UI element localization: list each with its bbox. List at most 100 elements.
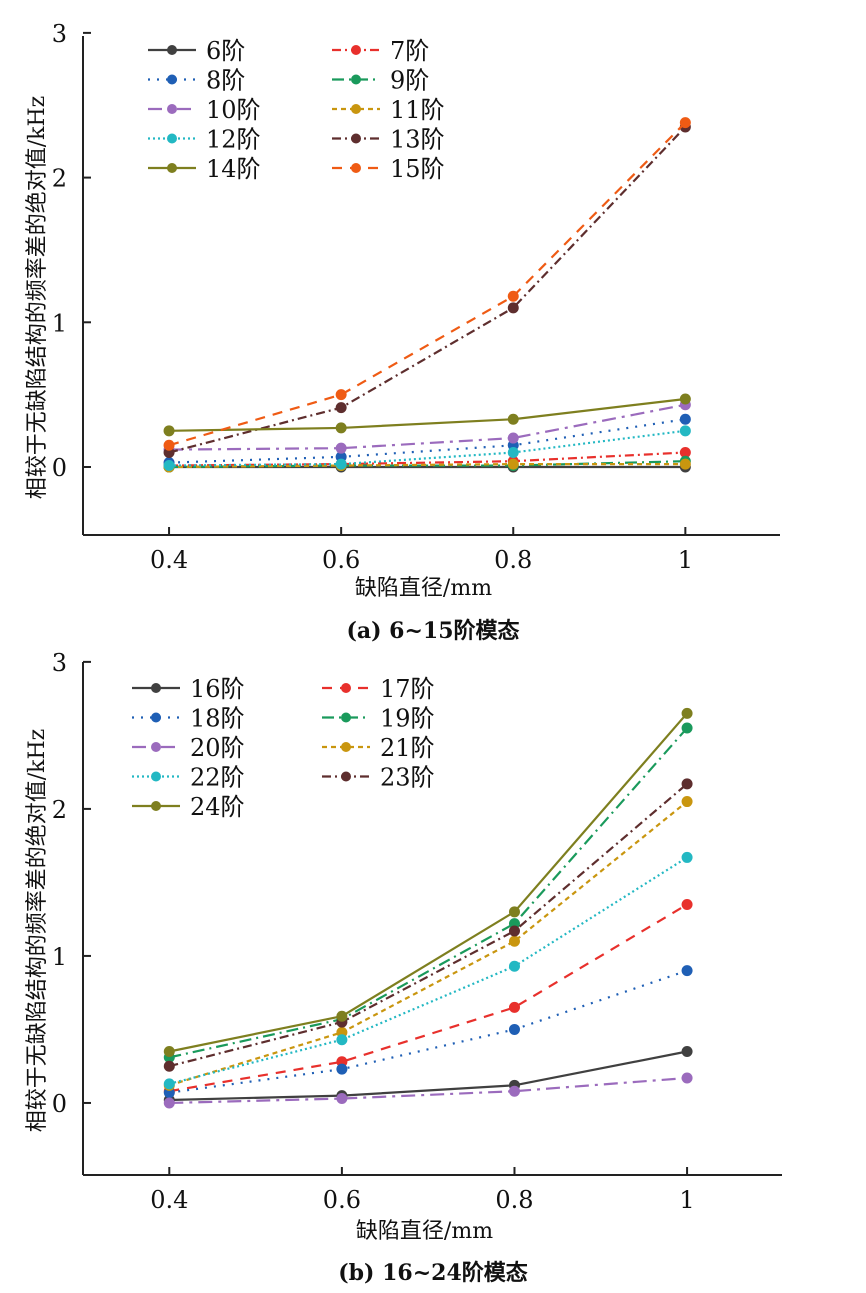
series-line <box>169 1050 688 1102</box>
x-axis-title: 缺陷直径/mm <box>355 576 492 601</box>
legend-item: 17阶 <box>322 675 435 703</box>
y-tick-label: 2 <box>52 165 67 193</box>
series-line <box>169 460 686 469</box>
legend-item: 16阶 <box>132 675 245 703</box>
data-point <box>163 439 175 451</box>
legend-item: 13阶 <box>332 126 445 154</box>
series-18阶 <box>163 965 693 1099</box>
legend-marker <box>351 45 361 55</box>
legend-label: 7阶 <box>390 37 429 65</box>
legend-item: 7阶 <box>332 37 429 65</box>
data-point <box>507 458 519 470</box>
legend-label: 8阶 <box>206 67 245 95</box>
data-point <box>681 722 693 734</box>
legend-label: 17阶 <box>380 675 435 703</box>
legend-marker <box>341 771 351 782</box>
data-point <box>163 1078 175 1090</box>
legend: 16阶 17阶 18阶 19阶 20阶 21阶 22阶 23阶 24阶 <box>132 675 435 821</box>
series-20阶 <box>163 1072 693 1109</box>
legend-label: 10阶 <box>206 96 261 124</box>
data-point <box>679 117 691 129</box>
data-point <box>507 413 519 425</box>
legend-label: 14阶 <box>206 155 261 183</box>
series-15阶 <box>163 117 691 451</box>
x-tick-label: 1 <box>679 1186 694 1214</box>
legend-label: 20阶 <box>190 734 245 762</box>
legend-item: 9阶 <box>332 67 429 95</box>
legend-label: 19阶 <box>380 705 435 733</box>
data-point <box>507 290 519 302</box>
y-tick-label: 1 <box>52 943 67 971</box>
y-tick-label: 0 <box>52 454 67 482</box>
x-tick-label: 0.8 <box>495 1186 533 1214</box>
legend-item: 8阶 <box>148 67 245 95</box>
data-point <box>508 935 520 947</box>
chart-caption: (b) 16~24阶模态 <box>338 1260 528 1286</box>
y-tick-label: 0 <box>52 1090 67 1118</box>
data-point <box>679 447 691 459</box>
chart-panel-a: 0 1 2 3 0.4 0.6 0.8 1 缺陷直径/mm 相较于无缺陷结构的频率差的绝对值/kH… <box>25 20 780 644</box>
legend-item: 12阶 <box>148 126 261 154</box>
legend: 6阶 7阶 8阶 9阶 10阶 11阶 12阶 13阶 14阶 15阶 <box>148 37 445 183</box>
legend-label: 11阶 <box>390 96 445 124</box>
series-line <box>169 903 688 1093</box>
series-16阶 <box>163 1045 693 1106</box>
legend-label: 24阶 <box>190 793 245 821</box>
data-point <box>507 447 519 459</box>
legend-item: 20阶 <box>132 734 245 762</box>
data-point <box>508 925 520 937</box>
data-point <box>336 1063 348 1075</box>
data-point <box>335 402 347 414</box>
x-tick-label: 0.6 <box>322 546 360 574</box>
x-tick-label: 0.8 <box>494 546 532 574</box>
legend-marker <box>167 104 177 114</box>
legend-label: 15阶 <box>390 155 445 183</box>
data-point <box>335 389 347 401</box>
legend-item: 22阶 <box>132 764 245 792</box>
y-axis-title: 相较于无缺陷结构的频率差的绝对值/kHz <box>25 729 50 1133</box>
legend-label: 13阶 <box>390 126 445 154</box>
series-line <box>169 969 688 1094</box>
legend-item: 15阶 <box>332 155 445 183</box>
legend-marker <box>341 712 351 723</box>
data-point <box>336 1093 348 1105</box>
y-tick-label: 2 <box>52 796 67 824</box>
legend-marker <box>351 104 361 114</box>
data-point <box>508 960 520 972</box>
data-point <box>681 851 693 863</box>
legend-item: 18阶 <box>132 705 245 733</box>
data-point <box>681 778 693 790</box>
legend-marker <box>151 712 161 723</box>
legend-label: 12阶 <box>206 126 261 154</box>
x-axis-title: 缺陷直径/mm <box>356 1219 493 1244</box>
chart-caption: (a) 6~15阶模态 <box>346 618 519 644</box>
data-point <box>507 302 519 314</box>
legend-label: 22阶 <box>190 764 245 792</box>
series-line <box>168 800 688 1087</box>
data-point <box>163 1060 175 1072</box>
data-point <box>681 965 693 977</box>
y-tick-label: 3 <box>52 20 67 48</box>
legend-marker <box>167 45 177 55</box>
data-point <box>508 1023 520 1035</box>
data-point <box>336 1010 348 1022</box>
data-point <box>508 1001 520 1013</box>
data-point <box>679 413 691 425</box>
data-point <box>163 1045 175 1057</box>
series-line <box>169 727 688 1059</box>
legend-label: 6阶 <box>206 37 245 65</box>
data-point <box>679 393 691 405</box>
series-line <box>168 121 687 447</box>
series-12阶 <box>163 425 691 472</box>
legend-item: 19阶 <box>322 705 435 733</box>
data-point <box>507 432 519 444</box>
data-point <box>336 1034 348 1046</box>
legend-item: 14阶 <box>148 155 261 183</box>
series-line <box>169 403 686 451</box>
data-point <box>681 1045 693 1057</box>
legend-marker <box>341 742 351 752</box>
legend-item: 24阶 <box>132 793 245 821</box>
legend-label: 21阶 <box>380 734 435 762</box>
data-point <box>163 425 175 437</box>
legend-marker <box>151 771 161 782</box>
